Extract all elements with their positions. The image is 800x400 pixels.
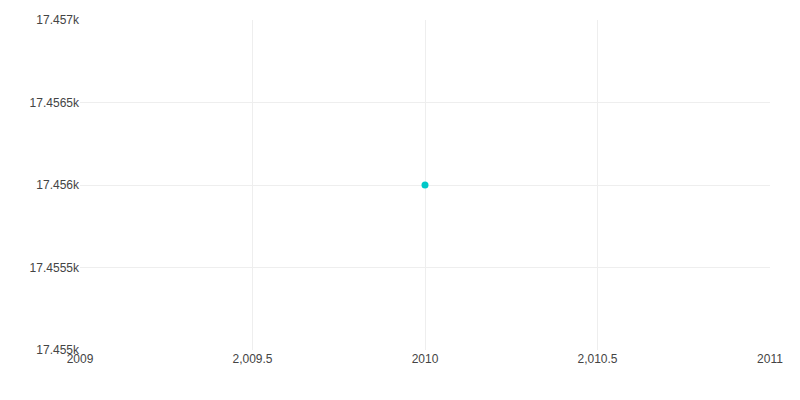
svg-text:17.4555k: 17.4555k (30, 261, 80, 275)
svg-text:2009: 2009 (67, 352, 94, 366)
svg-text:17.457k: 17.457k (36, 13, 80, 27)
svg-text:2,010.5: 2,010.5 (577, 352, 617, 366)
svg-text:17.4565k: 17.4565k (30, 96, 80, 110)
svg-text:17.455k: 17.455k (36, 343, 80, 357)
svg-text:17.456k: 17.456k (36, 178, 80, 192)
svg-text:2010: 2010 (412, 352, 439, 366)
svg-text:2,009.5: 2,009.5 (232, 352, 272, 366)
svg-text:2011: 2011 (757, 352, 783, 366)
